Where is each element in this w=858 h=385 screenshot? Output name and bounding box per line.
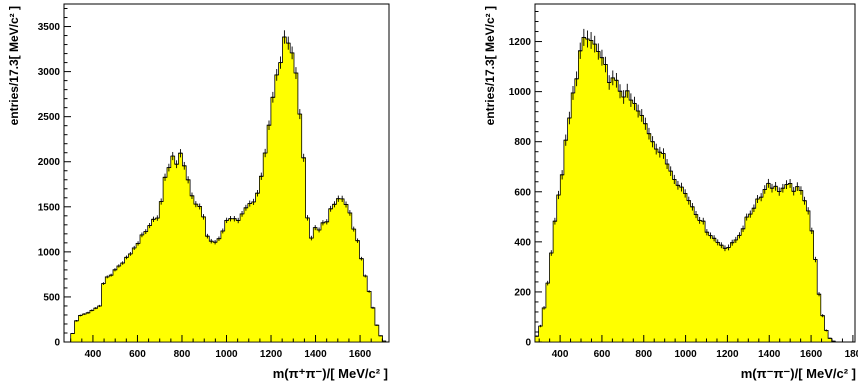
x-tick-label: 1600: [800, 349, 823, 360]
left-histogram-area: [70, 36, 387, 343]
y-tick-label: 0: [525, 338, 531, 349]
x-tick-label: 1400: [758, 349, 781, 360]
left-y-axis-ticks: 0 500 1000 1500 2000 2500 3000 3500: [38, 8, 71, 349]
y-tick-label: 1500: [38, 202, 61, 213]
left-y-axis-label: entries/17.3[ MeV/c² ]: [7, 6, 21, 125]
y-tick-label: 2000: [38, 157, 61, 168]
left-x-axis-label: m(π⁺π⁻)/[ MeV/c² ]: [273, 366, 388, 381]
left-histogram-panel: 400 600 800 1000 1200 1400 1600 0 500 1000 1500 20…: [7, 3, 390, 381]
left-x-axis-ticks: 400 600 800 1000 1200 1400 1600: [70, 335, 383, 360]
y-tick-label: 2500: [38, 112, 61, 123]
right-histogram-fill: [534, 37, 837, 343]
y-tick-label: 0: [54, 338, 60, 349]
y-tick-label: 3500: [38, 22, 61, 33]
left-error-bars: [71, 30, 387, 342]
y-tick-label: 1000: [38, 247, 61, 258]
y-tick-label: 600: [514, 187, 531, 198]
x-tick-label: 1000: [215, 349, 238, 360]
x-tick-label: 1200: [260, 349, 283, 360]
right-error-bars: [535, 28, 836, 342]
x-tick-label: 1000: [674, 349, 697, 360]
left-histogram-fill: [70, 36, 387, 343]
x-tick-label: 600: [129, 349, 146, 360]
x-tick-label: 400: [85, 349, 102, 360]
right-y-axis-ticks: 0 200 400 600 800 1000 1200: [509, 11, 542, 349]
x-tick-label: 800: [635, 349, 652, 360]
y-tick-label: 400: [514, 237, 531, 248]
right-histogram-panel: 400 600 800 1000 1200 1400 1600 180 0 200 400 600 8…: [483, 3, 858, 381]
y-tick-label: 800: [514, 137, 531, 148]
right-x-axis-ticks: 400 600 800 1000 1200 1400 1600 180: [538, 335, 858, 360]
y-tick-label: 200: [514, 287, 531, 298]
y-tick-label: 3000: [38, 67, 61, 78]
x-tick-label: 1400: [304, 349, 327, 360]
y-tick-label: 1000: [509, 87, 532, 98]
right-histogram-area: [534, 37, 837, 343]
right-x-axis-label: m(π⁻π⁻)/[ MeV/c² ]: [741, 366, 856, 381]
x-tick-label: 400: [552, 349, 569, 360]
x-tick-label: 600: [594, 349, 611, 360]
y-tick-label: 1200: [509, 37, 532, 48]
x-tick-label: 1600: [349, 349, 372, 360]
y-tick-label: 500: [43, 292, 60, 303]
right-y-axis-label: entries/17.3[ MeV/c² ]: [483, 6, 497, 125]
x-tick-label: 180: [845, 349, 858, 360]
x-tick-label: 800: [174, 349, 191, 360]
x-tick-label: 1200: [716, 349, 739, 360]
